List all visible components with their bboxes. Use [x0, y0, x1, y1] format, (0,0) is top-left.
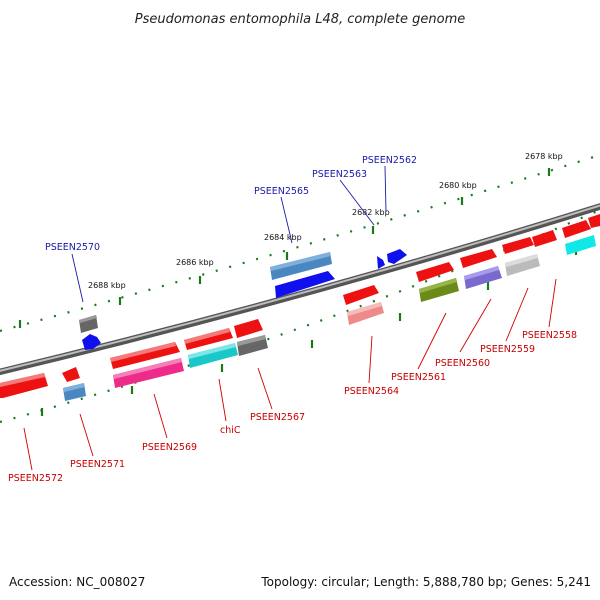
scale-label-2684: 2684 kbp	[264, 233, 302, 242]
scale-label-2686: 2686 kbp	[176, 258, 214, 267]
gene-pseen2559-top-red2[interactable]	[532, 230, 557, 247]
gene-pseen2558-top-red[interactable]	[562, 220, 591, 238]
reverse-strand-genes	[0, 319, 268, 401]
gene-pseen2572[interactable]	[0, 373, 48, 398]
gene-pseen2564-shade	[347, 302, 382, 316]
gene-pseen2558[interactable]	[565, 235, 596, 255]
reverse-gene-labels: PSEEN2558 PSEEN2559 PSEEN2560 PSEEN2561 …	[8, 330, 577, 484]
label-leaders	[23, 165, 557, 471]
label-pseen2565[interactable]: PSEEN2565	[254, 186, 309, 197]
gene-pseen2559-top-red[interactable]	[502, 237, 534, 254]
gene-pseen2565-top	[270, 252, 331, 271]
gene-pseen2567-top-red[interactable]	[234, 319, 263, 338]
gene-pseen2571-shade	[63, 383, 85, 392]
gene-pseen2559-shade	[505, 254, 538, 267]
label-pseen2559[interactable]: PSEEN2559	[480, 344, 535, 355]
gene-pseen2558-top-red2[interactable]	[588, 214, 600, 228]
label-pseen2569[interactable]: PSEEN2569	[142, 442, 197, 453]
scale-label-2688: 2688 kbp	[88, 281, 126, 290]
accession-text: Accession: NC_008027	[9, 575, 145, 589]
label-pseen2562[interactable]: PSEEN2562	[362, 155, 417, 166]
gene-pseen2570-top	[79, 315, 97, 323]
gene-pseen2571-top-red[interactable]	[62, 367, 80, 382]
genome-summary-text: Topology: circular; Length: 5,888,780 bp…	[260, 575, 591, 589]
gene-pseen2569-shade	[113, 358, 182, 379]
map-title: Pseudomonas entomophila L48, complete ge…	[135, 12, 466, 27]
scale-label-2680: 2680 kbp	[439, 181, 477, 190]
label-pseen2563[interactable]: PSEEN2563	[312, 169, 367, 180]
gene-pseen2565b[interactable]	[275, 271, 335, 298]
gene-pseen2561-top-red[interactable]	[416, 262, 454, 282]
scale-label-2678: 2678 kbp	[525, 152, 563, 161]
scale-labels: 2678 kbp 2680 kbp 2682 kbp 2684 kbp 2686…	[88, 152, 563, 290]
gene-pseen2570-arrow[interactable]	[82, 334, 101, 350]
gene-pseen2569-top-shade	[110, 342, 176, 362]
label-pseen2558[interactable]: PSEEN2558	[522, 330, 577, 341]
label-pseen2560[interactable]: PSEEN2560	[435, 358, 490, 369]
genome-backbone-highlight	[0, 204, 600, 372]
gene-pseen2564-top-red[interactable]	[343, 285, 379, 305]
forward-gene-labels: PSEEN2562 PSEEN2563 PSEEN2565 PSEEN2570	[45, 155, 417, 253]
scale-label-2682: 2682 kbp	[352, 208, 390, 217]
label-pseen2561[interactable]: PSEEN2561	[391, 372, 446, 383]
forward-strand-genes	[79, 214, 600, 350]
label-pseen2571[interactable]: PSEEN2571	[70, 459, 125, 470]
label-chic[interactable]: chiC	[220, 425, 241, 436]
gene-pseen2563[interactable]	[377, 256, 385, 269]
gene-chic-shade	[188, 343, 236, 359]
label-pseen2572[interactable]: PSEEN2572	[8, 473, 63, 484]
major-ticks-upper	[18, 168, 551, 328]
label-pseen2567[interactable]: PSEEN2567	[250, 412, 305, 423]
gene-pseen2561-shade	[419, 278, 457, 293]
gene-pseen2560-top-red[interactable]	[460, 249, 497, 268]
gene-chic-top-shade	[184, 328, 230, 344]
label-pseen2570[interactable]: PSEEN2570	[45, 242, 100, 253]
gene-pseen2562[interactable]	[387, 249, 407, 264]
label-pseen2564[interactable]: PSEEN2564	[344, 386, 399, 397]
gene-pseen2560-shade	[464, 266, 499, 280]
gene-pseen2572-shade	[0, 373, 45, 387]
gene-pseen2567-shade	[237, 335, 266, 346]
